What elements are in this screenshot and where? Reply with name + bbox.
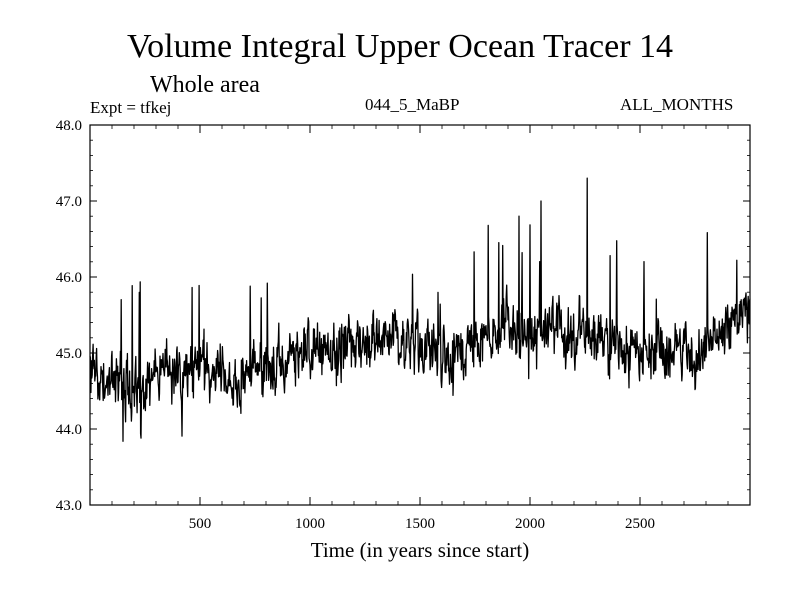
y-tick-label: 48.0 (56, 118, 82, 134)
y-tick-label: 47.0 (56, 194, 82, 210)
x-tick-label: 500 (189, 516, 212, 532)
y-tick-label: 43.0 (56, 498, 82, 514)
months-label: ALL_MONTHS (620, 95, 734, 114)
x-axis-label: Time (in years since start) (310, 538, 530, 562)
chart-subtitle: Whole area (150, 72, 260, 98)
plot-frame (89, 124, 751, 506)
experiment-label: Expt = tfkej (90, 98, 172, 117)
y-tick-label: 44.0 (56, 422, 82, 438)
x-tick-label: 1000 (295, 516, 325, 532)
x-tick-label: 2000 (515, 516, 545, 532)
run-label: 044_5_MaBP (365, 95, 460, 114)
y-tick-label: 46.0 (56, 270, 82, 286)
chart-title: Volume Integral Upper Ocean Tracer 14 (126, 28, 674, 65)
y-tick-label: 45.0 (56, 346, 82, 362)
x-tick-label: 2500 (625, 516, 655, 532)
series-line (89, 177, 751, 442)
x-tick-label: 1500 (405, 516, 435, 532)
